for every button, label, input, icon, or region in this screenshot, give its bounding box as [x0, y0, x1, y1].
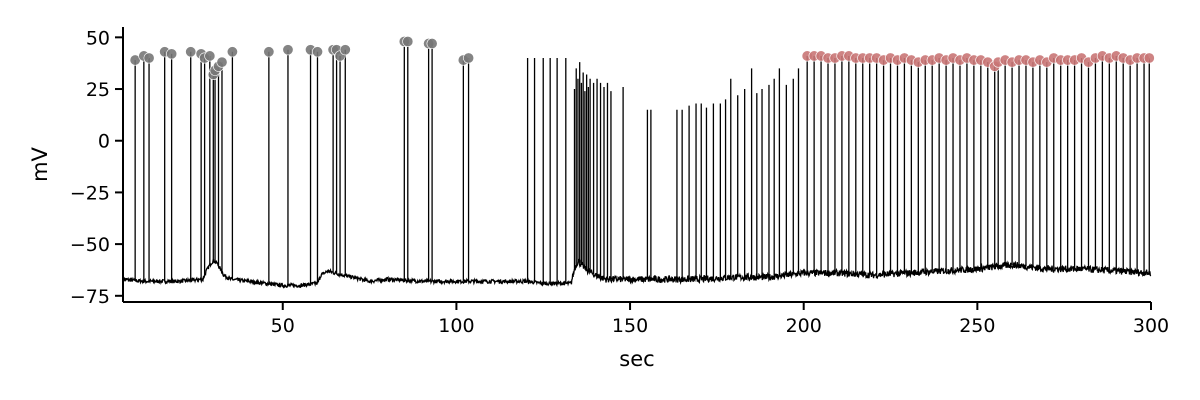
spike-peak-marker [216, 56, 228, 68]
axes: 50 100 150 200 250 300 −75 −50 −25 0 25 50 [70, 27, 1169, 337]
voltage-trace [122, 41, 1152, 289]
spike-peak-marker [463, 52, 475, 64]
spike-peak-marker [426, 38, 438, 50]
spike-peak-marker [226, 46, 238, 58]
x-tick-label: 250 [959, 315, 995, 337]
spike-peak-marker [282, 44, 294, 56]
y-tick-label: −25 [70, 182, 110, 204]
spike-peak-marker [166, 48, 178, 60]
spike-peak-marker [185, 46, 197, 58]
x-tick-label: 200 [786, 315, 822, 337]
spike-markers [129, 35, 1155, 81]
y-axis-ticks: −75 −50 −25 0 25 50 [70, 27, 123, 308]
x-tick-label: 50 [271, 315, 295, 337]
y-tick-label: 50 [86, 27, 110, 49]
spike-peak-marker [402, 35, 414, 47]
y-tick-label: 0 [98, 131, 110, 153]
spike-peak-marker [263, 46, 275, 58]
spike-peak-marker-late [1143, 52, 1155, 64]
y-tick-label: −75 [70, 286, 110, 308]
spike-peak-marker [311, 46, 323, 58]
x-tick-label: 150 [612, 315, 648, 337]
x-tick-label: 100 [438, 315, 474, 337]
spike-peak-marker [204, 50, 216, 62]
y-tick-label: 25 [86, 79, 110, 101]
x-axis-label: sec [619, 347, 654, 371]
y-axis-label: mV [28, 146, 52, 181]
y-tick-label: −50 [70, 234, 110, 256]
spike-peak-marker [143, 52, 155, 64]
x-axis-ticks: 50 100 150 200 250 300 [271, 302, 1169, 337]
baseline-trace [122, 258, 1152, 289]
spike-peak-marker [339, 44, 351, 56]
x-tick-label: 300 [1133, 315, 1169, 337]
